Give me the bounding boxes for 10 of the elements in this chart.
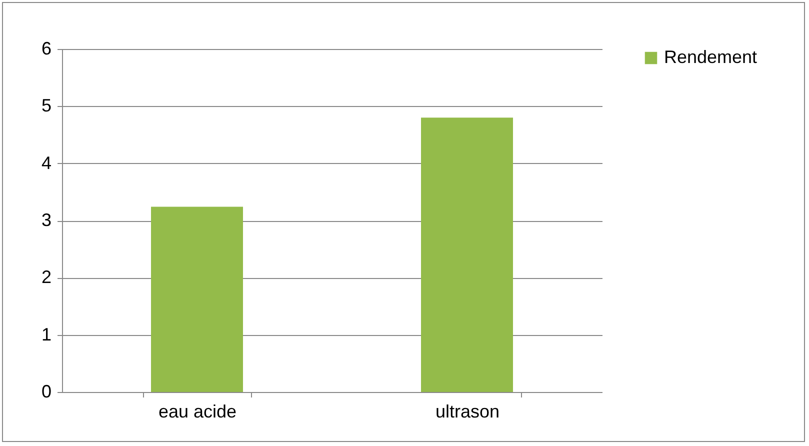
legend-label: Rendement [664,47,758,67]
y-tick-label: 3 [41,210,52,230]
y-tick-label: 4 [41,152,52,173]
y-tick-label: 5 [41,96,52,116]
x-tick-label: ultrason [435,402,500,422]
y-tick-label: 2 [41,267,52,288]
y-tick-label: 0 [41,382,52,402]
y-tick-label: 1 [41,324,52,344]
y-tick-label: 6 [41,38,52,58]
x-tick-label: eau acide [158,402,237,422]
